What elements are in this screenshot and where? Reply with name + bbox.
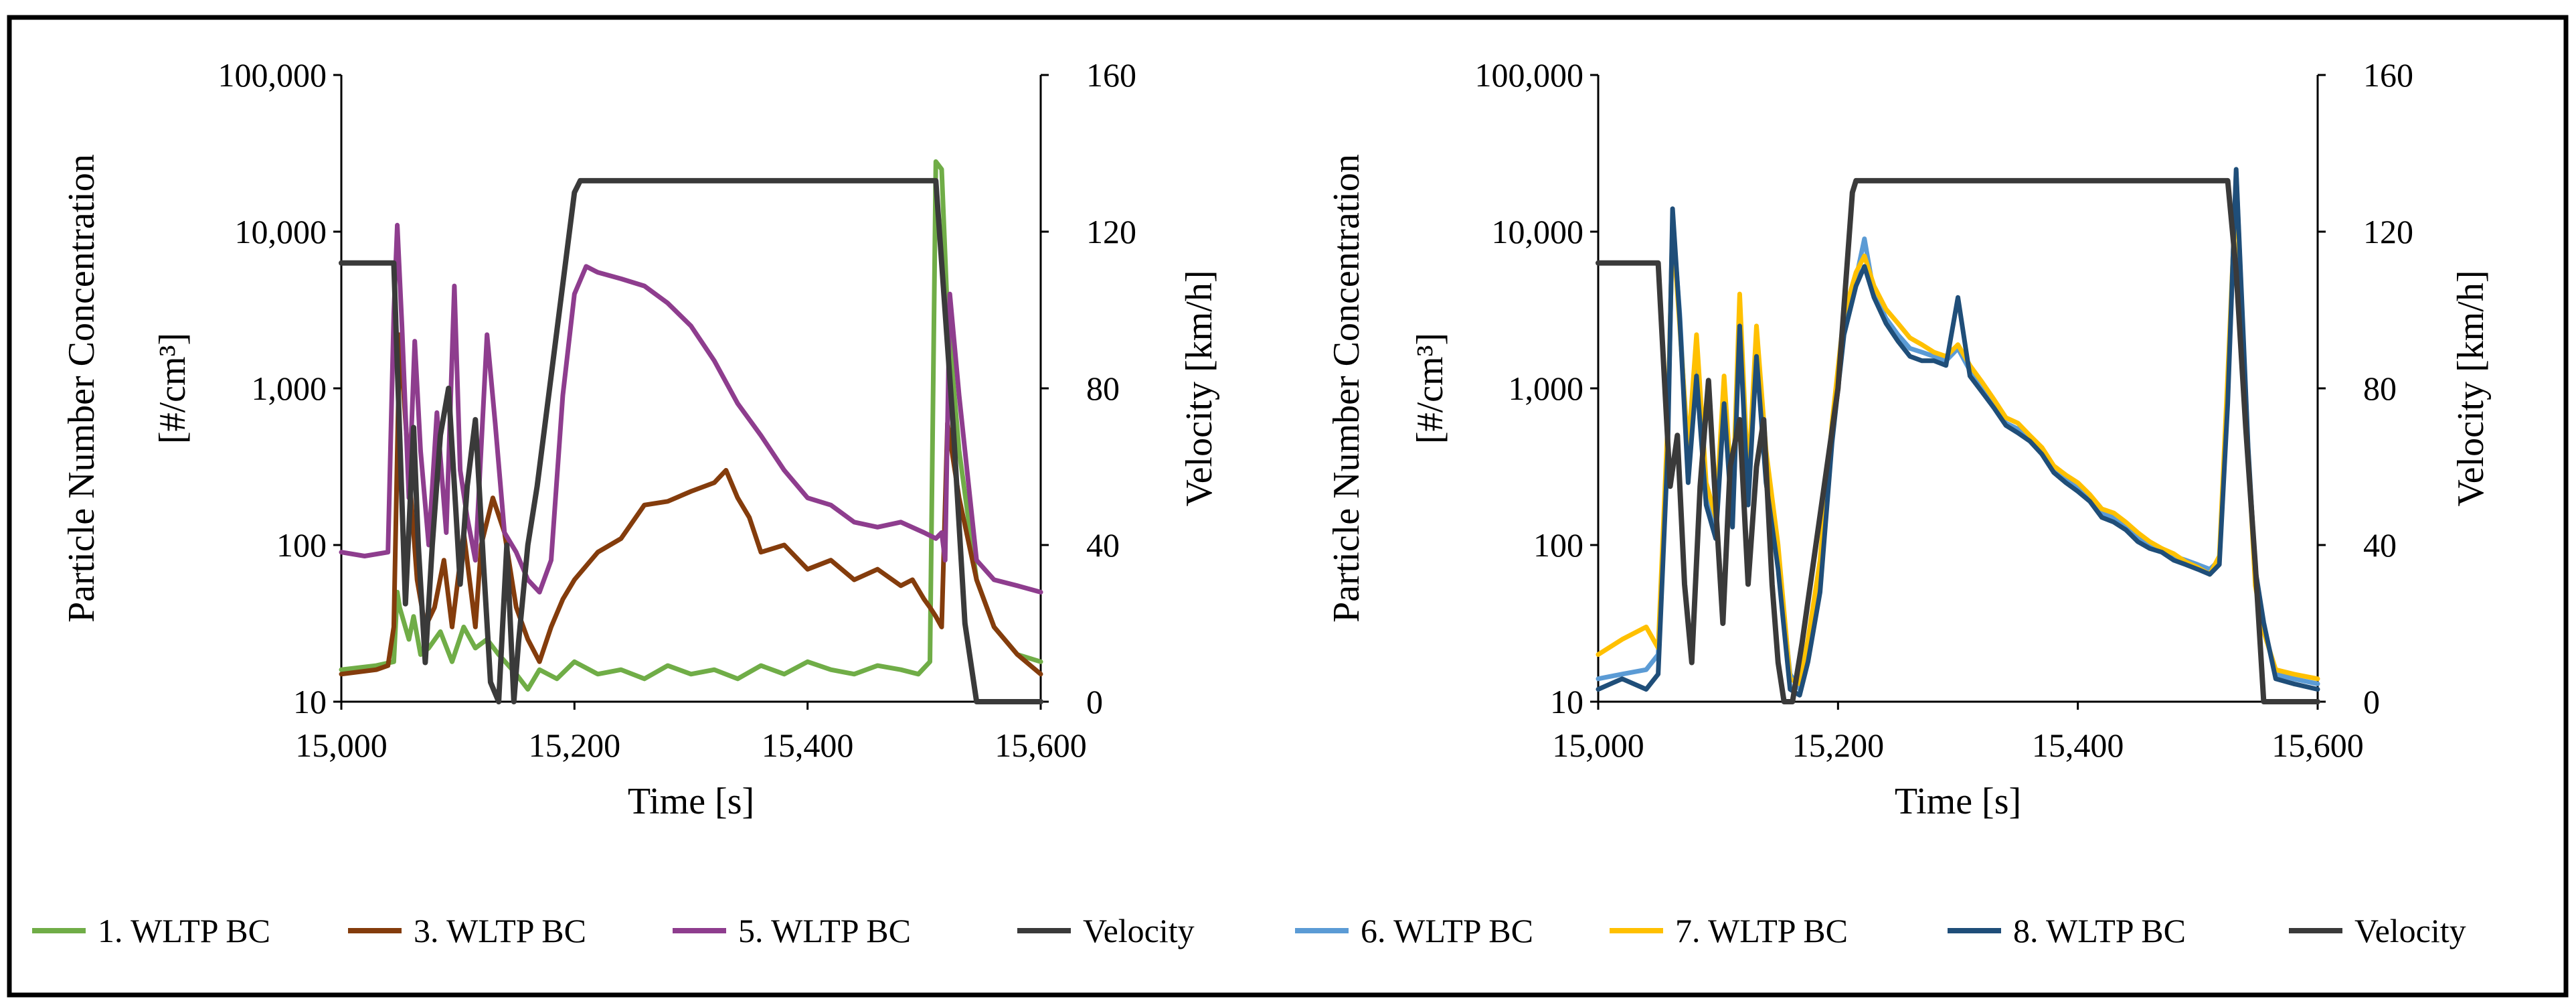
series-line-1-wltp-bc <box>339 159 1043 692</box>
y-left-tick-label: 100 <box>1533 526 1583 564</box>
x-axis-title: Time [s] <box>1895 781 2021 822</box>
y-right-tick-label: 160 <box>1086 56 1136 94</box>
x-tick-label: 15,400 <box>2032 726 2124 764</box>
x-tick-label: 15,600 <box>995 726 1087 764</box>
figure-frame <box>7 15 2569 998</box>
legend-label-3-wltp-bc: 3. WLTP BC <box>414 912 586 949</box>
right-chart-panel: 10 100 1,000 10,000 100,000 0 40 80 120 160 15,000… <box>1326 56 2492 822</box>
y-left-tick-label: 10,000 <box>235 213 327 250</box>
legend-label-8-wltp-bc: 8. WLTP BC <box>2013 912 2186 949</box>
y-right-tick-label: 40 <box>2363 526 2397 564</box>
y-left-tick-label: 100,000 <box>1475 56 1584 94</box>
y-left-tick-label: 1,000 <box>1509 370 1584 407</box>
legend-label-7-wltp-bc: 7. WLTP BC <box>1675 912 1848 949</box>
y-left-tick-label: 100 <box>276 526 327 564</box>
x-tick-label: 15,600 <box>2271 726 2364 764</box>
y-right-tick-label: 120 <box>2363 213 2413 250</box>
y-left-axis-title: Particle Number Concentration <box>1326 154 1367 623</box>
legend-label-velocity: Velocity <box>1083 912 1195 949</box>
legend-label-5-wltp-bc: 5. WLTP BC <box>738 912 911 949</box>
y-right-axis-title: Velocity [km/h] <box>1179 270 1220 506</box>
x-tick-label: 15,400 <box>762 726 854 764</box>
y-left-axis-unit: [#/cm³] <box>1409 333 1451 444</box>
y-left-axis-title: Particle Number Concentration <box>61 154 102 623</box>
y-left-tick-label: 100,000 <box>218 56 327 94</box>
legend: 1. WLTP BC 3. WLTP BC 5. WLTP BC Velocity 6.… <box>32 912 2466 949</box>
y-left-tick-label: 10 <box>1550 683 1583 720</box>
legend-label-6-wltp-bc: 6. WLTP BC <box>1361 912 1533 949</box>
y-right-tick-label: 80 <box>1086 370 1120 407</box>
left-chart-panel: 10 100 1,000 10,000 100,000 0 40 80 120 160 15,000… <box>61 56 1220 822</box>
y-right-tick-label: 0 <box>1086 683 1103 720</box>
x-tick-label: 15,200 <box>1792 726 1885 764</box>
y-right-tick-label: 160 <box>2363 56 2413 94</box>
y-right-tick-label: 0 <box>2363 683 2380 720</box>
y-right-tick-label: 80 <box>2363 370 2397 407</box>
legend-label-velocity: Velocity <box>2354 912 2466 949</box>
series-line-velocity <box>1596 177 2320 704</box>
series-line-8-wltp-bc <box>1596 167 2320 698</box>
y-left-tick-label: 10,000 <box>1492 213 1584 250</box>
y-right-tick-label: 40 <box>1086 526 1120 564</box>
y-right-tick-label: 120 <box>1086 213 1136 250</box>
x-tick-label: 15,200 <box>529 726 621 764</box>
y-right-axis-title: Velocity [km/h] <box>2450 270 2492 506</box>
series-line-velocity <box>339 177 1043 704</box>
y-left-tick-label: 10 <box>293 683 327 720</box>
y-left-tick-label: 1,000 <box>252 370 327 407</box>
x-tick-label: 15,000 <box>295 726 388 764</box>
x-axis-title: Time [s] <box>628 781 754 822</box>
legend-label-1-wltp-bc: 1. WLTP BC <box>98 912 270 949</box>
series-line-5-wltp-bc <box>339 222 1043 595</box>
x-tick-label: 15,000 <box>1552 726 1644 764</box>
series-line-3-wltp-bc <box>339 332 1043 677</box>
y-left-axis-unit: [#/cm³] <box>152 333 193 444</box>
